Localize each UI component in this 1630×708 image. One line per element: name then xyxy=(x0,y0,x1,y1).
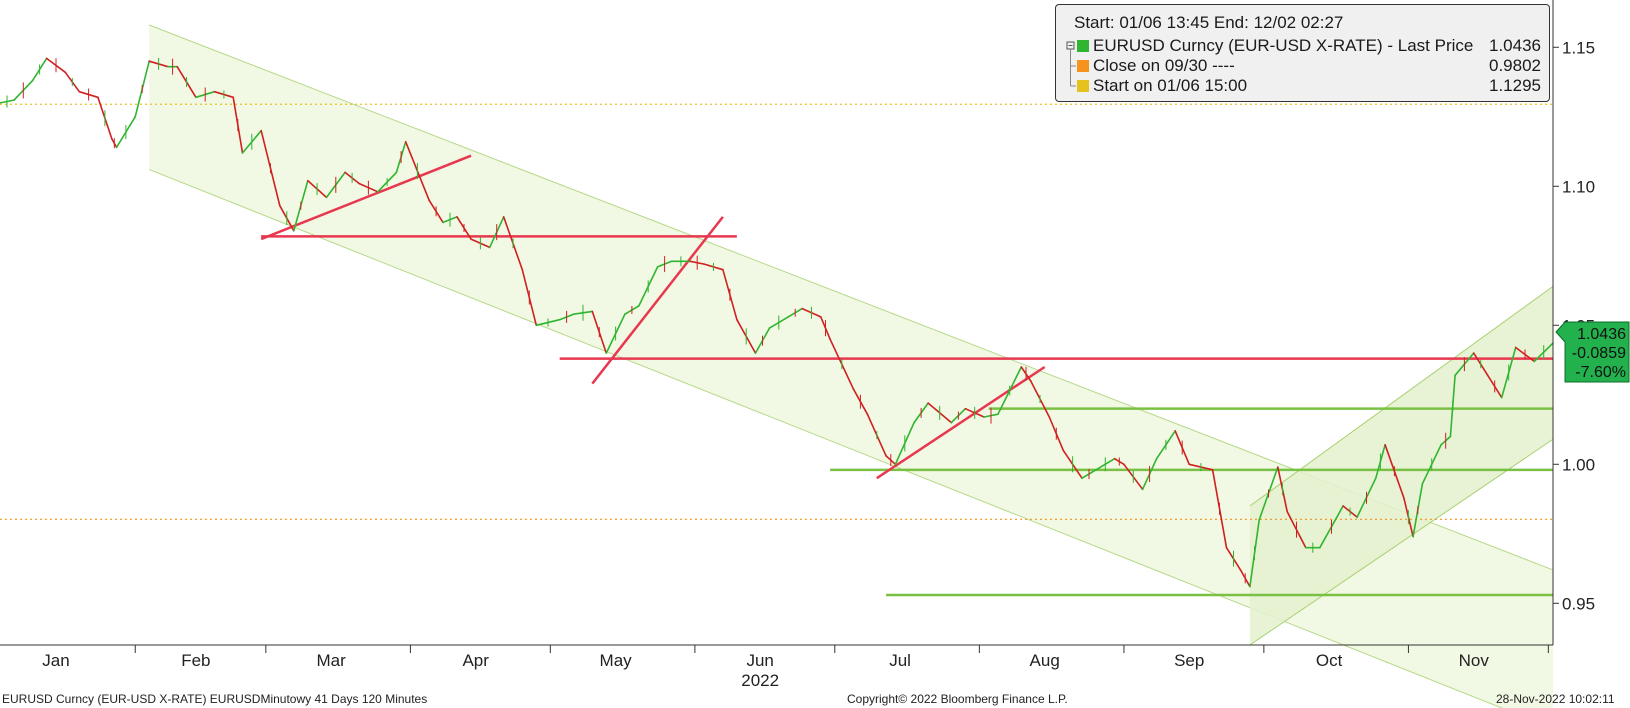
channel-fill-0 xyxy=(149,25,1553,708)
legend-label-close: Close on 09/30 ---- xyxy=(1093,56,1235,75)
footer-copyright: Copyright© 2022 Bloomberg Finance L.P. xyxy=(847,692,1068,706)
y-tick-label: 0.95 xyxy=(1562,594,1595,613)
trend-line-1 xyxy=(591,216,724,385)
trend-line-2 xyxy=(876,365,1046,480)
y-tick-label: 1.15 xyxy=(1562,38,1595,57)
channel-lower-0 xyxy=(149,169,1504,708)
x-month-label: Mar xyxy=(316,651,346,670)
legend-value-close: 0.9802 xyxy=(1489,56,1541,75)
legend-swatch-last-price xyxy=(1077,40,1089,52)
price-change-percent: -7.60% xyxy=(1575,364,1626,381)
x-month-label: Apr xyxy=(462,651,489,670)
legend-item-close: Close on 09/30 ---- 0.9802 xyxy=(1066,56,1541,76)
footer-timestamp: 28-Nov-2022 10:02:11 xyxy=(1496,692,1615,706)
legend-item-last-price: EURUSD Curncy (EUR-USD X-RATE) - Last Pr… xyxy=(1066,36,1541,56)
x-month-label: Jan xyxy=(42,651,69,670)
channel-fill-1 xyxy=(1249,286,1553,645)
x-year-label: 2022 xyxy=(741,671,779,690)
x-month-label: Nov xyxy=(1459,651,1490,670)
channel-lower-1 xyxy=(1249,438,1554,646)
legend-value-start: 1.1295 xyxy=(1489,76,1541,95)
last-price-tag-shape xyxy=(1555,321,1630,383)
legend-label-start: Start on 01/06 15:00 xyxy=(1093,76,1248,95)
tree-branch-icon xyxy=(1070,56,1076,76)
x-month-label: Jun xyxy=(746,651,773,670)
annotation-lines xyxy=(260,154,1553,597)
price-series xyxy=(0,57,1554,588)
trend-channels xyxy=(149,24,1554,708)
collapse-icon[interactable] xyxy=(1066,36,1076,56)
x-month-label: May xyxy=(600,651,633,670)
x-month-label: Aug xyxy=(1030,651,1060,670)
legend-title: Start: 01/06 13:45 End: 12/02 02:27 xyxy=(1074,13,1344,32)
last-price-value: 1.0436 xyxy=(1577,326,1626,343)
x-month-label: Jul xyxy=(889,651,911,670)
y-tick-label: 1.00 xyxy=(1562,455,1595,474)
reference-lines xyxy=(0,103,1553,520)
x-month-label: Sep xyxy=(1174,651,1204,670)
legend-value-last-price: 1.0436 xyxy=(1489,36,1541,55)
y-tick-label: 1.10 xyxy=(1562,177,1595,196)
tree-branch-end-icon xyxy=(1070,76,1076,87)
last-price-tag: 1.0436 -0.0859 -7.60% xyxy=(1555,321,1630,383)
x-axis-ticks: Jan Feb Mar Apr May Jun Jul Aug Sep Oct Nov 2022 xyxy=(42,645,1549,690)
footer-security-info: EURUSD Curncy (EUR-USD X-RATE) EURUSDMin… xyxy=(2,692,428,706)
price-change-value: -0.0859 xyxy=(1572,345,1626,362)
legend-swatch-start xyxy=(1077,80,1089,92)
legend-label-last-price: EURUSD Curncy (EUR-USD X-RATE) - Last Pr… xyxy=(1093,36,1474,55)
legend-item-start: Start on 01/06 15:00 1.1295 xyxy=(1066,76,1541,96)
x-month-label: Oct xyxy=(1316,651,1343,670)
x-month-label: Feb xyxy=(181,651,210,670)
legend-swatch-close xyxy=(1077,60,1089,72)
axes xyxy=(0,0,1554,646)
chart-legend: Start: 01/06 13:45 End: 12/02 02:27 EURU… xyxy=(1055,4,1550,102)
